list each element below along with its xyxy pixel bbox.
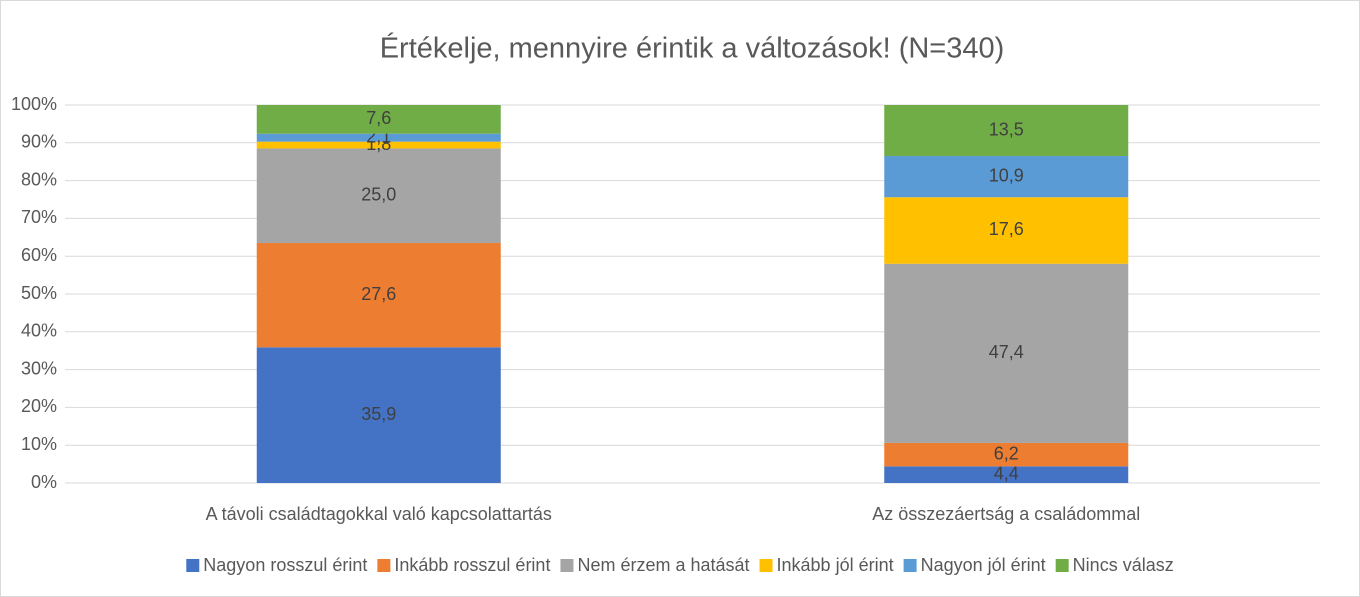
chart-title: Értékelje, mennyire érintik a változások… xyxy=(380,32,1005,65)
bar-segment xyxy=(256,133,501,142)
legend-swatch xyxy=(186,559,200,572)
bar-segment xyxy=(256,105,501,134)
y-tick-label: 90% xyxy=(21,132,57,152)
data-label: 47,4 xyxy=(989,342,1024,362)
bar-segment xyxy=(884,156,1129,198)
y-tick-label: 100% xyxy=(11,94,57,114)
y-tick-label: 60% xyxy=(21,245,57,265)
data-label: 10,9 xyxy=(989,165,1024,185)
data-label: 17,6 xyxy=(989,219,1024,239)
bar-segment xyxy=(256,347,501,483)
y-tick-label: 10% xyxy=(21,434,57,454)
legend-label: Nem érzem a hatását xyxy=(577,555,749,575)
legend-label: Inkább rosszul érint xyxy=(394,555,550,575)
data-label: 25,0 xyxy=(361,184,396,204)
legend-label: Inkább jól érint xyxy=(777,555,894,575)
data-label: 13,5 xyxy=(989,119,1024,139)
bar-segment xyxy=(256,148,501,243)
bar-segment xyxy=(256,242,501,348)
legend: Nagyon rosszul érint Inkább rosszul érint… xyxy=(186,555,1174,575)
legend-label: Nincs válasz xyxy=(1073,555,1174,575)
y-tick-label: 70% xyxy=(21,207,57,227)
legend-swatch xyxy=(560,559,574,572)
bar-segment xyxy=(884,263,1129,443)
data-label: 7,6 xyxy=(366,108,391,128)
data-label: 27,6 xyxy=(361,284,396,304)
bar-segment xyxy=(884,105,1129,157)
legend-swatch xyxy=(759,559,773,572)
x-tick-label: A távoli családtagokkal való kapcsolatta… xyxy=(206,504,552,524)
y-tick-label: 20% xyxy=(21,396,57,416)
legend-label: Nagyon jól érint xyxy=(921,555,1046,575)
bar-segment xyxy=(884,442,1129,467)
y-tick-label: 0% xyxy=(31,472,57,492)
data-label: 4,4 xyxy=(994,463,1019,483)
y-tick-label: 30% xyxy=(21,358,57,378)
bar-segment xyxy=(884,466,1129,483)
bar-segment xyxy=(256,141,501,149)
data-label: 35,9 xyxy=(361,404,396,424)
bar-segment xyxy=(884,197,1129,264)
legend-label: Nagyon rosszul érint xyxy=(203,555,367,575)
data-label: 6,2 xyxy=(994,443,1019,463)
legend-swatch xyxy=(377,559,391,572)
y-tick-label: 80% xyxy=(21,169,57,189)
legend-swatch xyxy=(1055,559,1069,572)
legend-swatch xyxy=(903,559,917,572)
y-tick-label: 50% xyxy=(21,283,57,303)
x-tick-label: Az összezáertság a családommal xyxy=(872,504,1140,524)
y-tick-label: 40% xyxy=(21,321,57,341)
